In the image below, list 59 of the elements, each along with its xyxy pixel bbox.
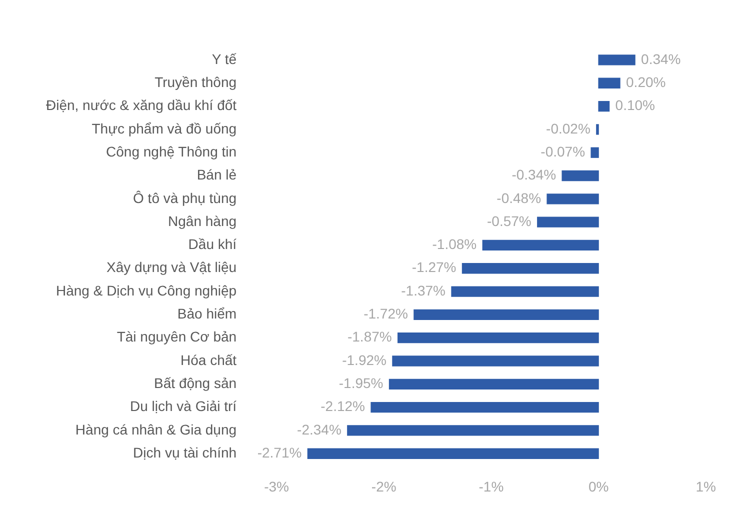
y-tick-label: Dịch vụ tài chính (133, 444, 237, 460)
data-label: -2.12% (320, 398, 366, 414)
bar (482, 240, 599, 251)
y-tick-label: Bán lẻ (196, 166, 237, 183)
y-tick-label: Xây dựng và Vật liệu (106, 259, 237, 276)
data-label: -0.34% (512, 166, 556, 183)
y-tick-label: Điện, nước & xăng dầu khí đốt (46, 97, 237, 114)
data-label: -1.87% (347, 328, 392, 345)
y-tick-label: Hóa chất (180, 352, 237, 368)
y-tick-label: Ngân hàng (168, 212, 237, 229)
data-label: -2.71% (257, 444, 302, 460)
data-label: -0.02% (546, 120, 590, 136)
y-tick-label: Y tế (212, 50, 237, 67)
bar (392, 356, 599, 366)
bar (598, 78, 620, 88)
bar (451, 286, 599, 297)
bar (537, 216, 599, 228)
bar (598, 54, 636, 66)
data-label: 0.10% (615, 97, 655, 114)
bar (462, 263, 599, 274)
y-tick-label: Dầu khí (188, 236, 237, 252)
bar (398, 332, 599, 344)
bar (590, 147, 599, 158)
bar (347, 425, 599, 436)
bar (596, 124, 599, 135)
data-label: -0.48% (496, 190, 542, 206)
y-tick-label: Ô tô và phụ tùng (133, 190, 237, 206)
data-label: -1.37% (401, 282, 446, 298)
x-tick-label: -3% (264, 478, 290, 494)
data-label: 0.20% (626, 74, 666, 90)
y-tick-label: Du lịch và Giải trí (130, 398, 237, 414)
y-tick-label: Bảo hiểm (177, 306, 237, 322)
x-tick-label: -1% (478, 478, 504, 494)
y-tick-label: Thực phẩm và đồ uống (92, 120, 237, 136)
data-label: -1.92% (342, 352, 386, 368)
x-tick-label: 1% (696, 478, 716, 494)
y-tick-label: Hàng cá nhân & Gia dụng (75, 421, 237, 438)
data-label: -0.57% (487, 212, 532, 229)
bar (598, 100, 610, 112)
y-tick-label: Truyền thông (154, 74, 237, 90)
data-label: -2.34% (297, 421, 342, 438)
y-tick-label: Tài nguyên Cơ bản (116, 328, 237, 345)
bar (307, 448, 599, 459)
y-tick-label: Công nghệ Thông tin (106, 143, 237, 160)
y-tick-label: Hàng & Dịch vụ Công nghiệp (56, 282, 237, 298)
data-label: -1.72% (364, 306, 408, 322)
data-label: -1.95% (338, 375, 384, 392)
bar (414, 309, 599, 320)
data-label: -1.08% (432, 236, 477, 252)
bar (546, 194, 599, 204)
bar (370, 402, 599, 413)
data-label: -0.07% (540, 143, 586, 160)
y-tick-label: Bất động sản (154, 375, 237, 392)
x-tick-label: 0% (588, 478, 609, 494)
data-label: -1.27% (412, 259, 456, 276)
x-tick-label: -2% (371, 478, 396, 494)
bar (562, 170, 599, 182)
bar (388, 378, 599, 390)
data-label: 0.34% (641, 50, 681, 67)
